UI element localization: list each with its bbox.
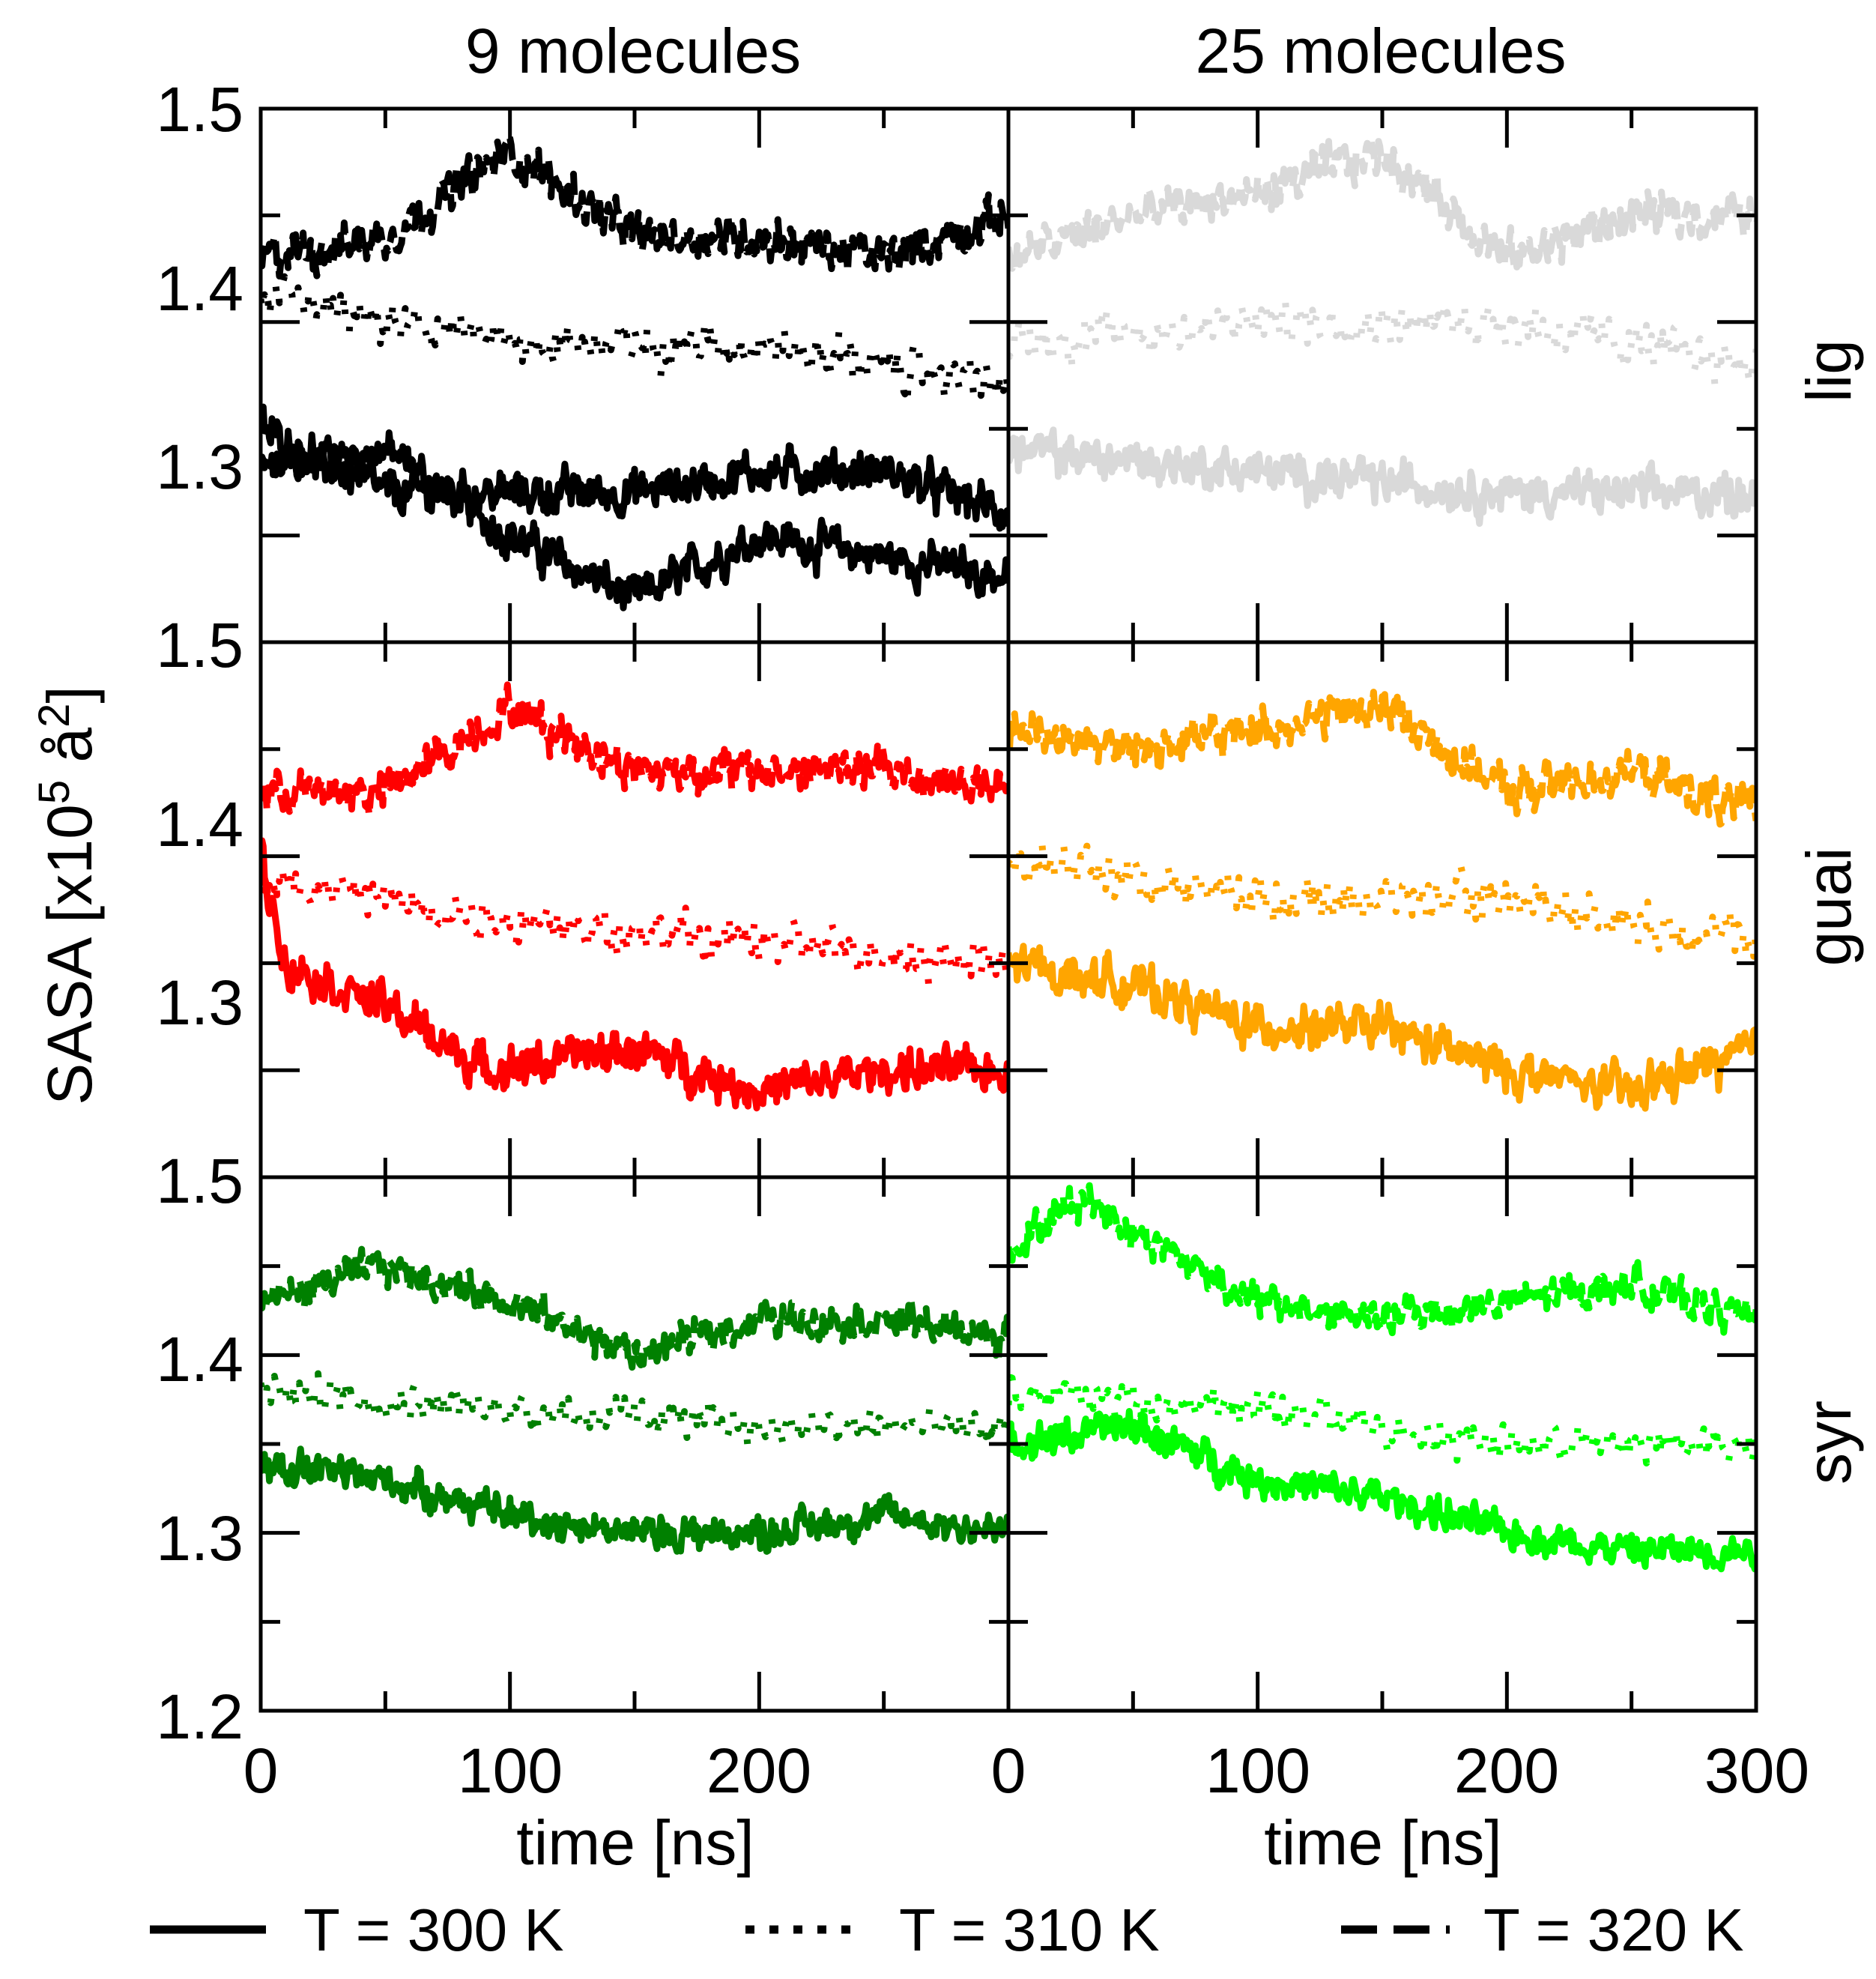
series-line-310-k — [261, 859, 1008, 988]
row-label-syr: syr — [1794, 1401, 1864, 1484]
x-tick-label: 100 — [458, 1735, 563, 1806]
panel-guai-25mol — [1008, 689, 1756, 1112]
column-title-25-molecules: 25 molecules — [1196, 16, 1567, 86]
panel-frame — [258, 640, 1011, 1179]
series-line-300-k — [261, 429, 1008, 611]
series-line-310-k — [261, 1370, 1008, 1454]
series-line-300-k — [261, 837, 1008, 1112]
series-line-320-k — [261, 133, 1008, 280]
panel-syr-25mol — [1008, 1182, 1756, 1573]
x-tick-label: 0 — [243, 1735, 279, 1806]
y-axis-title: SASA [x105 å2] — [30, 686, 105, 1105]
y-tick-label: 1.3 — [156, 432, 243, 502]
series-line-320-k — [261, 681, 1008, 819]
y-tick-label: 1.5 — [156, 1146, 243, 1216]
series-line-300-k — [261, 1445, 1008, 1555]
panel-guai-9mol — [261, 681, 1008, 1112]
column-title-9-molecules: 9 molecules — [465, 16, 801, 86]
legend-label-300k: T = 300 K — [303, 1897, 564, 1963]
y-tick-label: 1.4 — [156, 253, 243, 324]
y-tick-label: 1.2 — [156, 1682, 243, 1752]
series-line-300-k-run-b- — [261, 403, 1008, 532]
y-tick-label: 1.3 — [156, 1503, 243, 1574]
series-line-300-k — [1008, 943, 1756, 1112]
series-line-320-k — [1008, 689, 1756, 828]
series-layer — [261, 133, 1756, 1573]
panel-lig-9mol — [261, 133, 1008, 611]
y-tick-label: 1.5 — [156, 610, 243, 680]
panel-frame — [1006, 106, 1758, 644]
x-tick-label: 100 — [1205, 1735, 1310, 1806]
y-tick-label: 1.4 — [156, 789, 243, 859]
x-tick-label: 200 — [1454, 1735, 1559, 1806]
series-line-300-k — [1008, 1408, 1756, 1573]
x-tick-label: 0 — [991, 1735, 1026, 1806]
y-tick-label: 1.5 — [156, 74, 243, 145]
series-line-300-k — [1008, 426, 1756, 528]
x-tick-label: 200 — [706, 1735, 811, 1806]
series-line-310-k — [1008, 293, 1756, 390]
panel-syr-9mol — [261, 1245, 1008, 1555]
series-line-320-k — [261, 1245, 1008, 1371]
series-line-320-k — [1008, 135, 1756, 272]
series-line-320-k — [1008, 1182, 1756, 1337]
y-tick-label: 1.3 — [156, 967, 243, 1038]
legend-label-320k: T = 320 K — [1483, 1897, 1744, 1963]
legend-label-310k: T = 310 K — [899, 1897, 1160, 1963]
panel-lig-25mol — [1008, 135, 1756, 528]
series-line-310-k — [1008, 839, 1756, 960]
x-axis-title-right: time [ns] — [1264, 1807, 1501, 1878]
series-line-310-k — [261, 273, 1008, 405]
x-axis-title-left: time [ns] — [516, 1807, 754, 1878]
legend: T = 300 K T = 310 K T = 320 K — [150, 1897, 1744, 1963]
x-tick-label: 300 — [1704, 1735, 1809, 1806]
row-label-guai: guai — [1794, 848, 1864, 967]
row-label-lig: lig — [1794, 339, 1864, 402]
y-tick-label: 1.4 — [156, 1324, 243, 1395]
frame-layer — [258, 106, 1758, 1713]
